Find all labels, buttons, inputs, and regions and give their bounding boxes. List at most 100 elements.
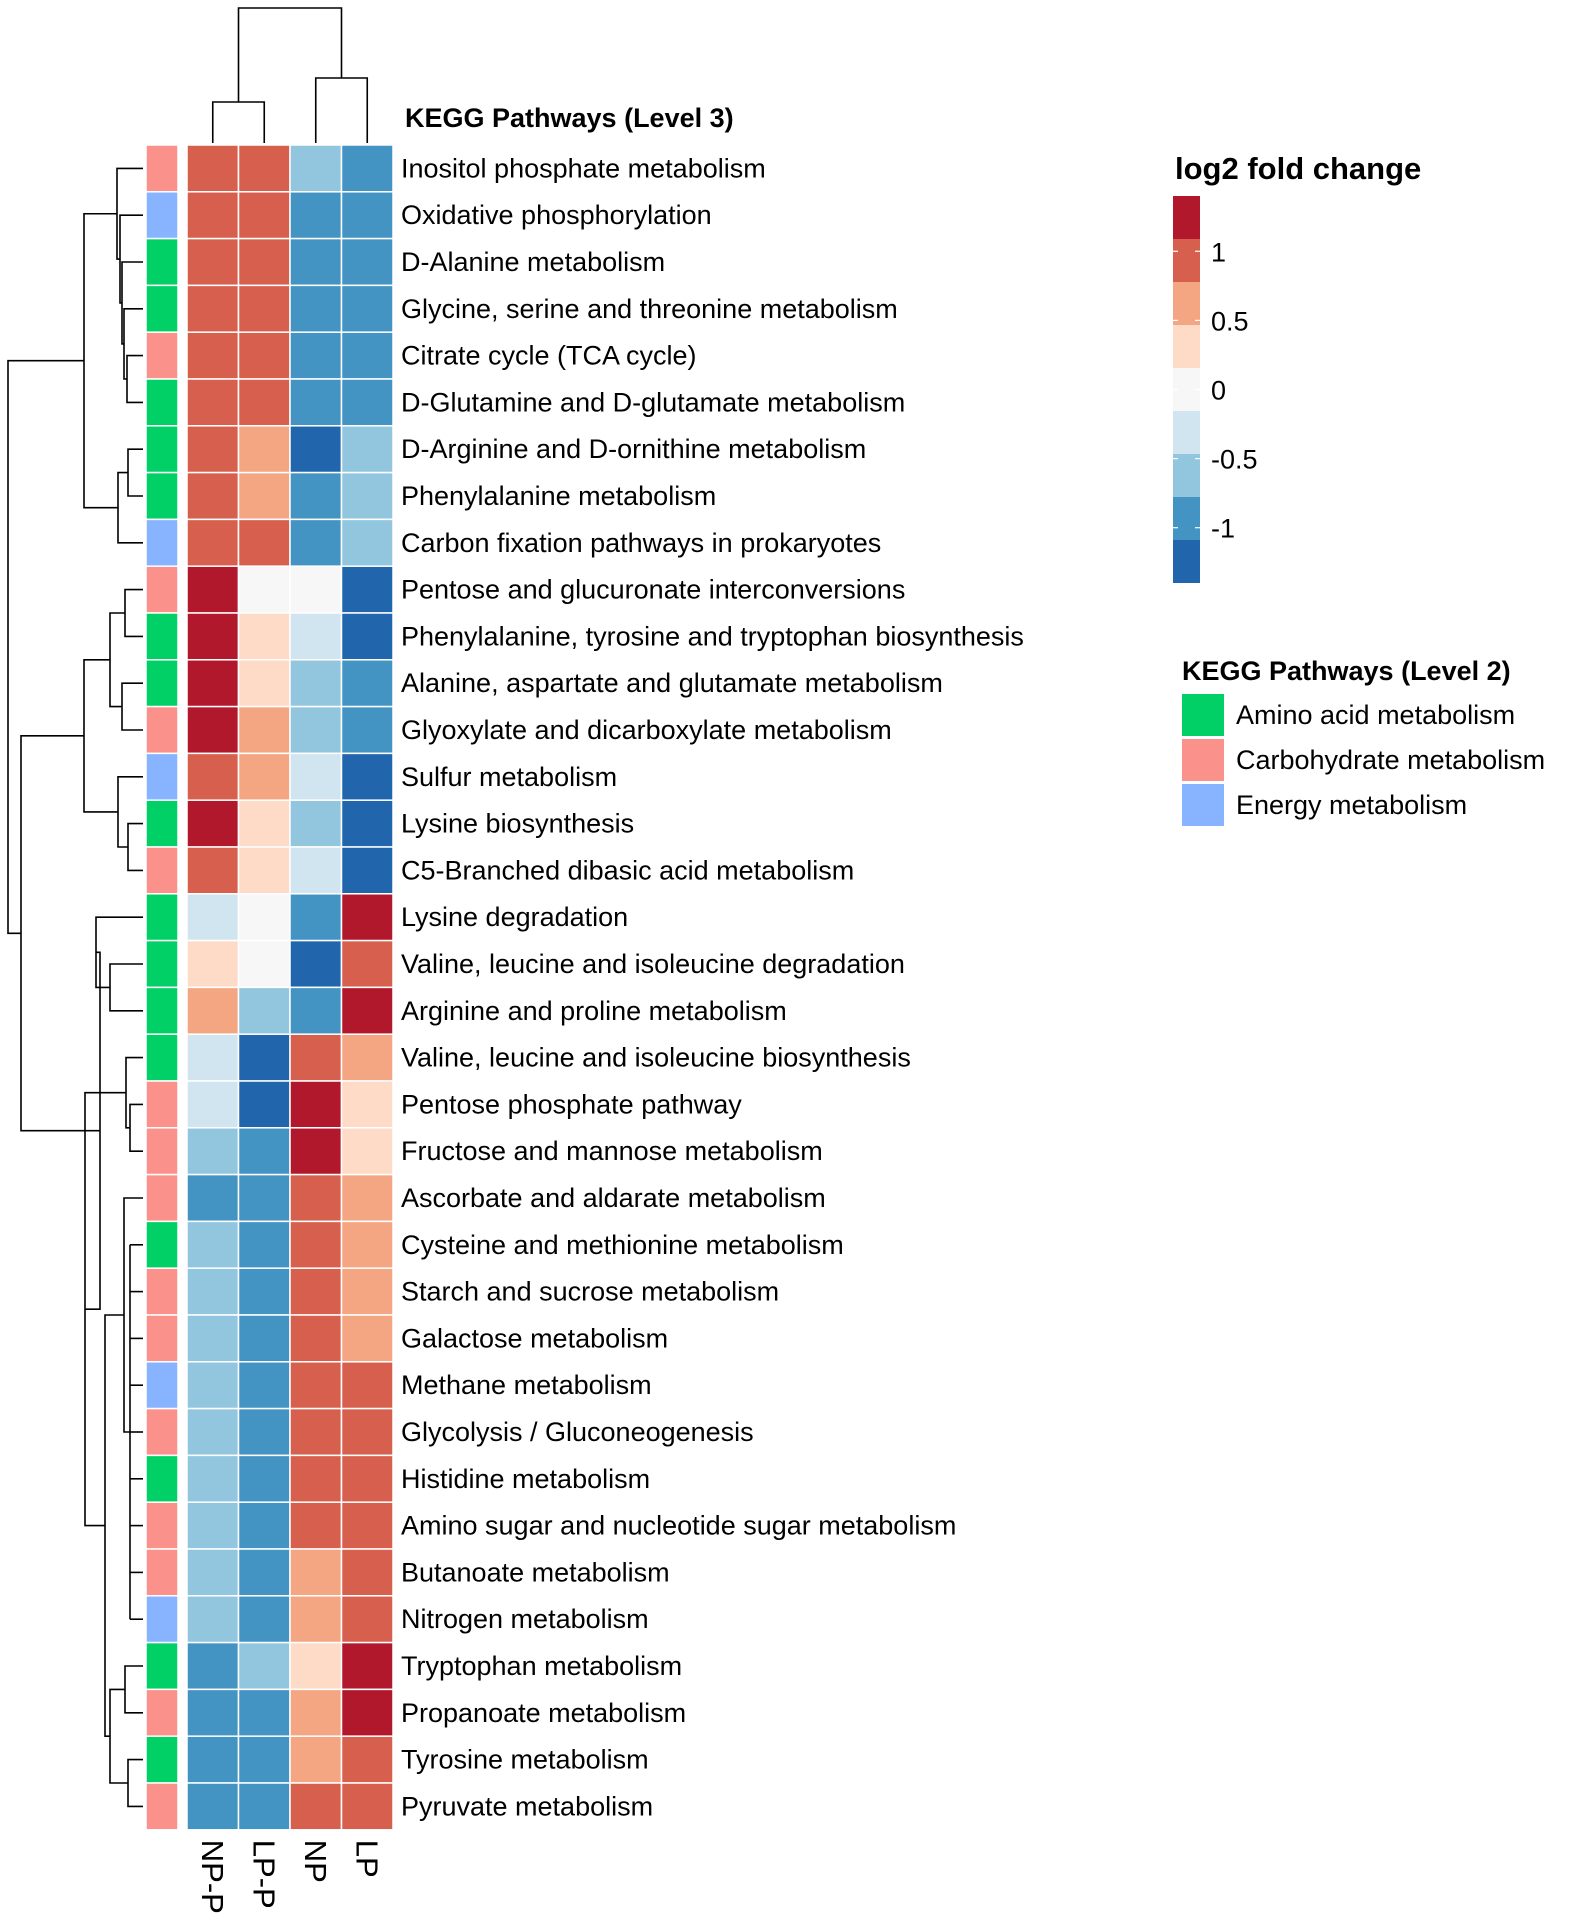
row-label-nitrogen-metabolism: Nitrogen metabolism bbox=[401, 1604, 649, 1634]
group-annotation-cell bbox=[145, 1782, 179, 1831]
group-annotation-cell bbox=[145, 1595, 179, 1644]
heatmap-cell bbox=[186, 331, 240, 380]
heatmap-cell bbox=[289, 799, 343, 848]
heatmap-cell bbox=[340, 752, 394, 801]
heatmap-cell bbox=[237, 331, 291, 380]
heatmap-cell bbox=[340, 1173, 394, 1223]
chart-title: KEGG Pathways (Level 3) bbox=[405, 103, 734, 133]
column-label-lp: LP bbox=[349, 1840, 384, 1878]
group-annotation-cell bbox=[145, 1220, 179, 1269]
dendrogram-branch bbox=[237, 7, 343, 102]
heatmap-cell bbox=[186, 1033, 240, 1082]
heatmap-cell bbox=[237, 237, 291, 287]
heatmap-cell bbox=[237, 284, 291, 333]
heatmap-cell bbox=[186, 1267, 240, 1316]
heatmap-cell bbox=[237, 1548, 291, 1597]
group-legend-swatch bbox=[1182, 739, 1224, 781]
row-label-phenylalanine-metabolism: Phenylalanine metabolism bbox=[401, 481, 716, 511]
group-annotation-cell bbox=[145, 1080, 179, 1129]
heatmap-cell bbox=[340, 1641, 394, 1691]
heatmap-cell bbox=[289, 1173, 343, 1223]
heatmap-cell bbox=[186, 1454, 240, 1503]
heatmap-cell bbox=[237, 1595, 291, 1644]
heatmap-cell bbox=[237, 1267, 291, 1316]
heatmap-cell bbox=[237, 1454, 291, 1503]
heatmap-cell bbox=[289, 1220, 343, 1269]
heatmap-cell bbox=[289, 1127, 343, 1176]
heatmap-cell bbox=[289, 939, 343, 989]
dendrogram-branch bbox=[127, 1758, 143, 1808]
heatmap-cell bbox=[340, 986, 394, 1035]
heatmap-cell bbox=[289, 752, 343, 801]
group-annotation-cell bbox=[145, 1314, 179, 1363]
heatmap-cell bbox=[289, 518, 343, 567]
group-annotation-cell bbox=[145, 612, 179, 661]
row-dendrogram bbox=[7, 167, 143, 1808]
row-label-amino-sugar-and-nucleotide-sugar-metabolism: Amino sugar and nucleotide sugar metabol… bbox=[401, 1511, 956, 1541]
heatmap-cell bbox=[340, 1314, 394, 1363]
dendrogram-branch bbox=[20, 735, 100, 1132]
heatmap-cell bbox=[237, 752, 291, 801]
heatmap-cell bbox=[340, 1595, 394, 1644]
heatmap-cell bbox=[340, 1220, 394, 1269]
heatmap-cell bbox=[237, 799, 291, 848]
heatmap-cell bbox=[186, 378, 240, 427]
dendrogram-branch bbox=[314, 77, 369, 143]
color-scale-swatch bbox=[1173, 497, 1200, 540]
group-annotation-cell bbox=[145, 1641, 179, 1691]
group-annotation-cell bbox=[145, 893, 179, 942]
heatmap-cell bbox=[237, 659, 291, 708]
dendrogram-branch bbox=[121, 261, 143, 345]
heatmap-cell bbox=[289, 1314, 343, 1363]
group-legend-swatch bbox=[1182, 694, 1224, 736]
heatmap-cell bbox=[186, 1735, 240, 1784]
row-labels: Inositol phosphate metabolism Oxidative p… bbox=[401, 153, 1024, 1821]
group-annotation-cell bbox=[145, 799, 179, 848]
heatmap-cell bbox=[186, 752, 240, 801]
color-scale-swatch bbox=[1173, 282, 1200, 325]
heatmap-cell bbox=[289, 237, 343, 287]
heatmap-cell bbox=[186, 1220, 240, 1269]
heatmap-cell bbox=[340, 939, 394, 989]
heatmap-cell bbox=[237, 378, 291, 427]
group-annotation-cell bbox=[145, 1173, 179, 1223]
heatmap-cell bbox=[237, 565, 291, 614]
heatmap-cell bbox=[289, 1735, 343, 1784]
heatmap-cell bbox=[186, 1548, 240, 1597]
heatmap-cell bbox=[289, 191, 343, 240]
heatmap-cell bbox=[340, 1267, 394, 1316]
row-label-carbon-fixation-pathways-in-prokaryotes: Carbon fixation pathways in prokaryotes bbox=[401, 528, 881, 558]
heatmap-cell bbox=[186, 425, 240, 474]
heatmap-cell bbox=[237, 1641, 291, 1691]
row-label-butanoate-metabolism: Butanoate metabolism bbox=[401, 1557, 670, 1587]
group-legend: KEGG Pathways (Level 2) Amino acid metab… bbox=[1182, 656, 1545, 826]
heatmap-cell bbox=[289, 986, 343, 1035]
dendrogram-branch bbox=[116, 167, 143, 260]
heatmap-cell bbox=[186, 986, 240, 1035]
heatmap-cell bbox=[237, 612, 291, 661]
heatmap-cell bbox=[340, 331, 394, 380]
heatmap-cell bbox=[340, 144, 394, 193]
heatmap-cell bbox=[340, 893, 394, 942]
heatmap-cell bbox=[340, 471, 394, 521]
heatmap-cell bbox=[289, 705, 343, 755]
heatmap-cell bbox=[186, 1080, 240, 1129]
dendrogram-branch bbox=[109, 963, 143, 1012]
heatmap-cell bbox=[237, 1033, 291, 1082]
color-scale-tick-label: 1 bbox=[1211, 237, 1226, 267]
group-annotation-cell bbox=[145, 1267, 179, 1316]
dendrogram-branch bbox=[83, 212, 118, 509]
group-annotation-cell bbox=[145, 565, 179, 614]
heatmap-cell bbox=[237, 1361, 291, 1410]
row-label-pentose-and-glucuronate-interconversions: Pentose and glucuronate interconversions bbox=[401, 575, 905, 605]
heatmap-cell bbox=[340, 518, 394, 567]
heatmap-cell bbox=[186, 1782, 240, 1831]
heatmap-cell bbox=[289, 1641, 343, 1691]
group-annotation-cell bbox=[145, 237, 179, 287]
group-annotation-cell bbox=[145, 144, 179, 193]
row-label-lysine-biosynthesis: Lysine biosynthesis bbox=[401, 809, 634, 839]
heatmap-cell bbox=[289, 425, 343, 474]
heatmap-cells bbox=[186, 144, 394, 1831]
heatmap-cell bbox=[186, 893, 240, 942]
heatmap-cell bbox=[237, 893, 291, 942]
